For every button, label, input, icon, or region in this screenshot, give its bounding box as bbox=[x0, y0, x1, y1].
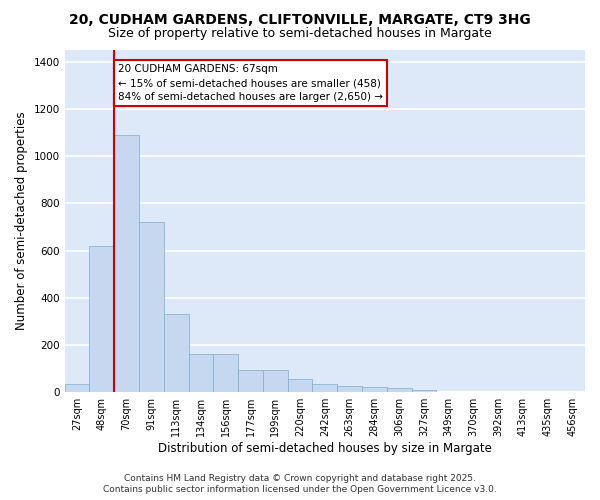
Bar bbox=[263, 370, 287, 392]
Text: Size of property relative to semi-detached houses in Margate: Size of property relative to semi-detach… bbox=[108, 28, 492, 40]
Bar bbox=[164, 314, 188, 392]
Bar bbox=[337, 386, 362, 392]
Y-axis label: Number of semi-detached properties: Number of semi-detached properties bbox=[15, 112, 28, 330]
Bar bbox=[362, 387, 387, 392]
X-axis label: Distribution of semi-detached houses by size in Margate: Distribution of semi-detached houses by … bbox=[158, 442, 492, 455]
Text: 20 CUDHAM GARDENS: 67sqm
← 15% of semi-detached houses are smaller (458)
84% of : 20 CUDHAM GARDENS: 67sqm ← 15% of semi-d… bbox=[118, 64, 383, 102]
Bar bbox=[412, 390, 436, 392]
Bar bbox=[89, 246, 114, 392]
Bar bbox=[313, 384, 337, 392]
Text: Contains HM Land Registry data © Crown copyright and database right 2025.
Contai: Contains HM Land Registry data © Crown c… bbox=[103, 474, 497, 494]
Bar bbox=[387, 388, 412, 392]
Bar bbox=[238, 370, 263, 392]
Bar bbox=[139, 222, 164, 392]
Bar bbox=[188, 354, 214, 392]
Bar bbox=[214, 354, 238, 392]
Bar bbox=[287, 379, 313, 392]
Text: 20, CUDHAM GARDENS, CLIFTONVILLE, MARGATE, CT9 3HG: 20, CUDHAM GARDENS, CLIFTONVILLE, MARGAT… bbox=[69, 12, 531, 26]
Bar bbox=[65, 384, 89, 392]
Bar bbox=[114, 135, 139, 392]
